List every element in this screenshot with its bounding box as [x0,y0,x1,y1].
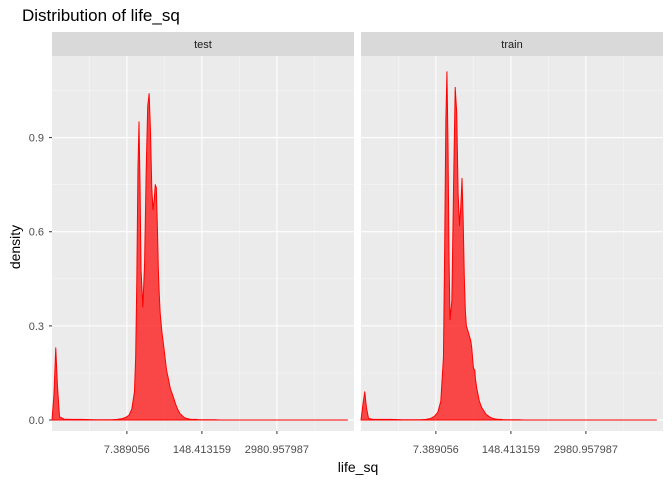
y-tick-label: 0.0 [29,415,44,427]
x-tick-label: 7.389056 [104,444,150,456]
facet-strip-label: train [501,39,522,51]
y-tick-label: 0.9 [29,133,44,145]
y-tick-label: 0.6 [29,227,44,239]
x-tick-label: 148.413159 [173,444,231,456]
panel-background [361,56,663,431]
facet-strip [52,32,354,56]
facet-panel-train: train 7.389056 148.413159 2980.957987 [360,32,663,456]
x-axis-title: life_sq [338,459,378,475]
x-tick-label: 148.413159 [482,444,540,456]
y-axis-title: density [7,225,23,269]
density-area-train [360,71,657,421]
facet-panel-test: test 7.389056 148.413159 2980.957987 [51,32,354,456]
x-tick-label: 2980.957987 [245,444,309,456]
facet-strip [361,32,663,56]
panel-background [52,56,354,431]
x-tick-label: 7.389056 [413,444,459,456]
chart-title: Distribution of life_sq [22,6,180,25]
facet-panels: 0.0 0.3 0.6 0.9 test 7.389056 148.413159 2980.9… [29,32,663,456]
x-tick-label: 2980.957987 [554,444,618,456]
density-area-test [51,93,348,421]
y-tick-label: 0.3 [29,321,44,333]
facet-strip-label: test [194,39,212,51]
